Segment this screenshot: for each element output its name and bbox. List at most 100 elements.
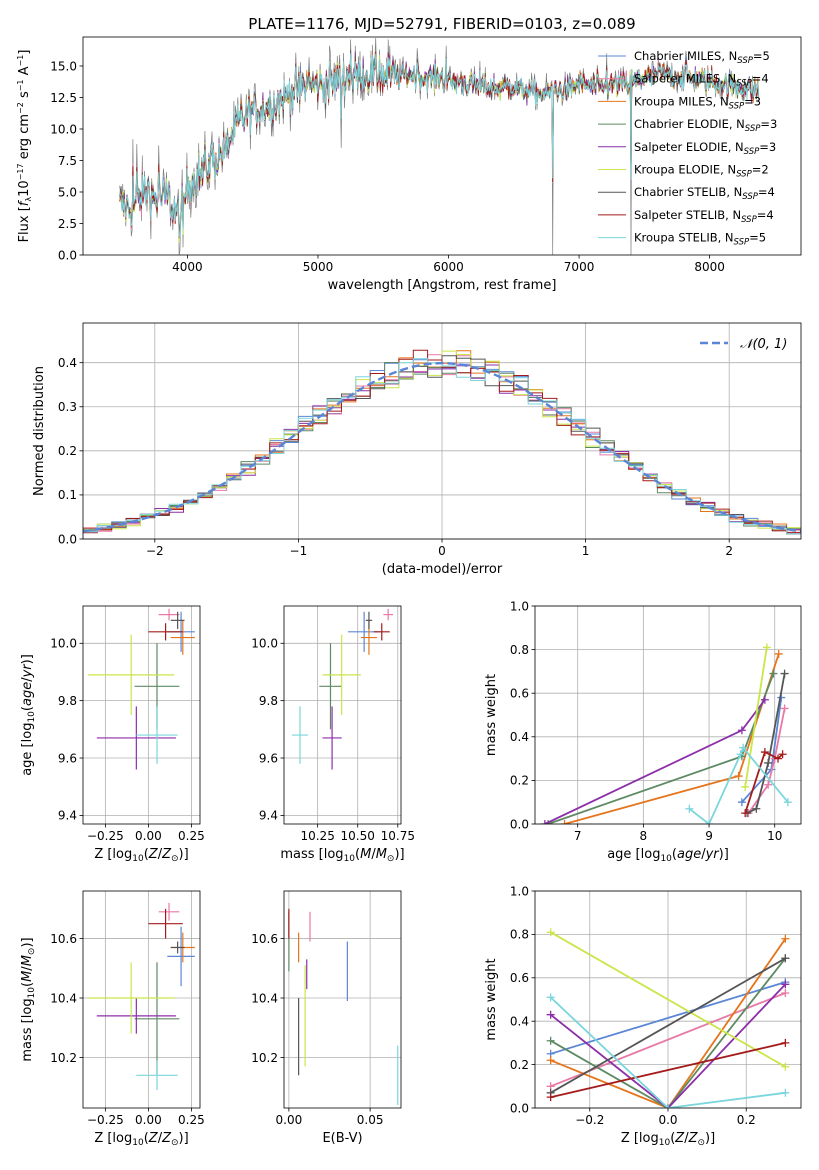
x-tick-label: 0 — [438, 544, 446, 558]
weight-vs-Z-plot-area — [546, 928, 790, 1108]
y-tick-label: 1.0 — [510, 599, 529, 613]
legend-entry: Chabrier STELIB, NSSP=4 — [634, 185, 775, 202]
weight-marker — [781, 1062, 790, 1071]
spectrum-plot-area — [119, 37, 760, 255]
weight-marker — [734, 772, 743, 781]
weight-marker — [783, 798, 792, 807]
errorbar-point — [88, 634, 175, 715]
weight-series-line — [550, 957, 786, 1094]
weight-marker — [781, 954, 790, 963]
weight-marker — [546, 1093, 555, 1102]
legend-entry: Salpeter ELODIE, NSSP=3 — [634, 140, 776, 157]
x-tick-label: 0.25 — [178, 1113, 205, 1127]
age-vs-Z-grid — [83, 606, 200, 824]
legend-entry: Salpeter STELIB, NSSP=4 — [634, 208, 774, 225]
y-tick-label: 12.5 — [50, 91, 77, 105]
weight-marker — [769, 669, 778, 678]
x-tick-label: 0.00 — [276, 1113, 303, 1127]
weight-marker — [778, 750, 787, 759]
x-tick-label: 0.25 — [178, 829, 205, 843]
y-tick-label: 10.0 — [50, 637, 77, 651]
x-tick-label: 0.00 — [135, 1113, 162, 1127]
spectrum-legend: Chabrier MILES, NSSP=5 Salpeter MILES, NS… — [598, 49, 777, 248]
weight-vs-age-panel: 7 8 9 10 0.0 0.2 0.4 0.6 0.8 1.0 age [log10(age/yr… — [484, 599, 802, 864]
weight-marker — [546, 1056, 555, 1065]
weight-marker — [546, 1010, 555, 1019]
errorbar-point — [170, 611, 185, 629]
weight-marker — [781, 1088, 790, 1097]
weight-marker — [741, 809, 750, 818]
x-tick-label: 10.50 — [341, 829, 375, 843]
x-tick-label: 8 — [640, 829, 648, 843]
y-tick-label: 10.0 — [50, 122, 77, 136]
errorbar-point — [158, 902, 180, 921]
errorbar-point — [96, 998, 176, 1034]
y-tick-label: 0.4 — [58, 356, 77, 370]
weight-series-line — [550, 931, 786, 1068]
y-tick-label: 0.8 — [510, 928, 529, 942]
weight-marker — [739, 743, 748, 752]
mass-vs-ebv-plot-area — [288, 908, 399, 1106]
observed-spectrum-line — [119, 37, 760, 255]
x-tick-label: 6000 — [433, 260, 464, 274]
y-axis-label: mass weight — [484, 674, 499, 756]
weight-marker — [781, 980, 790, 989]
x-tick-label: 7 — [574, 829, 582, 843]
x-tick-label: 0.00 — [135, 829, 162, 843]
x-axis-label: E(B-V) — [322, 1131, 362, 1146]
weight-series-line — [550, 983, 787, 1108]
x-tick-label: −0.25 — [87, 829, 124, 843]
x-tick-label: 9 — [705, 829, 713, 843]
errorbar-point — [134, 962, 180, 1076]
y-axis-label: Normed distribution — [32, 366, 47, 496]
weight-marker — [546, 993, 555, 1002]
x-axis-label: Z [log10(Z/Z⊙)] — [621, 1131, 715, 1148]
x-tick-label: 7000 — [564, 260, 595, 274]
x-tick-label: 10.75 — [381, 829, 415, 843]
weight-marker — [781, 988, 790, 997]
x-tick-label: −2 — [146, 544, 164, 558]
y-tick-label: 0.2 — [510, 774, 529, 788]
legend-entry: Chabrier MILES, NSSP=5 — [634, 49, 770, 66]
weight-series-line — [550, 957, 787, 1108]
y-tick-label: 0.1 — [58, 488, 77, 502]
x-tick-label: −0.25 — [87, 1113, 124, 1127]
mass-vs-Z-plot-area — [88, 902, 195, 1091]
y-tick-label: 0.0 — [58, 532, 77, 546]
errorbar-point — [96, 706, 176, 770]
mass-vs-Z-frame — [82, 890, 201, 1109]
weight-marker — [780, 669, 789, 678]
x-axis-label: mass [log10(M/M⊙)] — [280, 847, 404, 864]
weight-vs-age-plot-area — [540, 643, 792, 824]
errorbar-point — [158, 608, 180, 621]
weight-marker — [664, 1104, 672, 1108]
y-axis-label: Flux [fλ10−17 erg cm−2 s−1 A−1] — [16, 50, 33, 243]
errorbar-point — [148, 908, 183, 939]
weight-marker — [760, 695, 769, 704]
x-tick-label: 5000 — [303, 260, 334, 274]
age-vs-Z-panel: −0.25 0.00 0.25 9.4 9.6 9.8 10.0 Z [log10(Z/Z⊙)… — [20, 605, 205, 864]
errorbar-point — [383, 608, 393, 621]
weight-marker — [736, 750, 745, 759]
age-vs-mass-grid — [284, 606, 401, 824]
x-tick-label: 4000 — [172, 260, 203, 274]
figure-title: PLATE=1176, MJD=52791, FIBERID=0103, z=0… — [248, 15, 635, 33]
errorbar-point — [365, 611, 373, 629]
x-tick-label: 2 — [725, 544, 733, 558]
y-tick-label: 10.2 — [251, 1051, 278, 1065]
errorbar-point — [322, 706, 342, 770]
y-tick-label: 0.6 — [510, 971, 529, 985]
weight-marker — [737, 798, 746, 807]
spectrum-panel: 4000 5000 6000 7000 8000 0.0 2.5 5.0 7.5 10.0 12.5… — [16, 36, 802, 293]
x-axis-label: wavelength [Angstrom, rest frame] — [328, 278, 557, 293]
weight-series-line — [550, 1042, 786, 1099]
legend-entry: Kroupa ELODIE, NSSP=2 — [634, 163, 769, 180]
y-tick-label: 1.0 — [510, 884, 529, 898]
errorbar-point — [136, 706, 178, 764]
x-axis-label: (data-model)/error — [382, 562, 503, 577]
weight-marker — [546, 1036, 555, 1045]
weight-marker — [741, 782, 750, 791]
legend-entry: Kroupa STELIB, NSSP=5 — [634, 231, 766, 248]
weight-series-line — [550, 938, 787, 1108]
